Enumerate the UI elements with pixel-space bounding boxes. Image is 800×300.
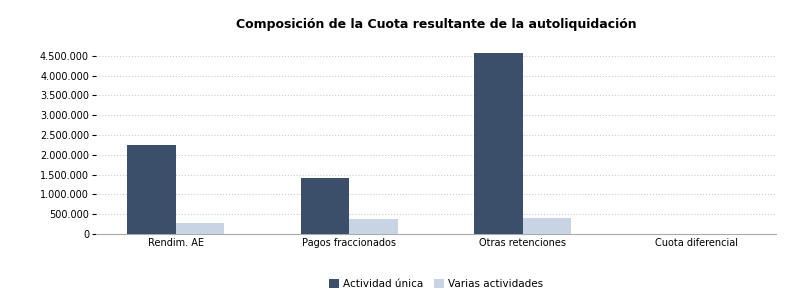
Title: Composición de la Cuota resultante de la autoliquidación: Composición de la Cuota resultante de la… xyxy=(236,18,636,31)
Bar xyxy=(523,218,571,234)
Bar xyxy=(127,145,175,234)
Bar xyxy=(301,178,349,234)
Bar xyxy=(175,223,224,234)
Bar xyxy=(349,219,398,234)
Legend: Actividad única, Varias actividades: Actividad única, Varias actividades xyxy=(324,275,548,293)
Bar xyxy=(474,52,523,234)
